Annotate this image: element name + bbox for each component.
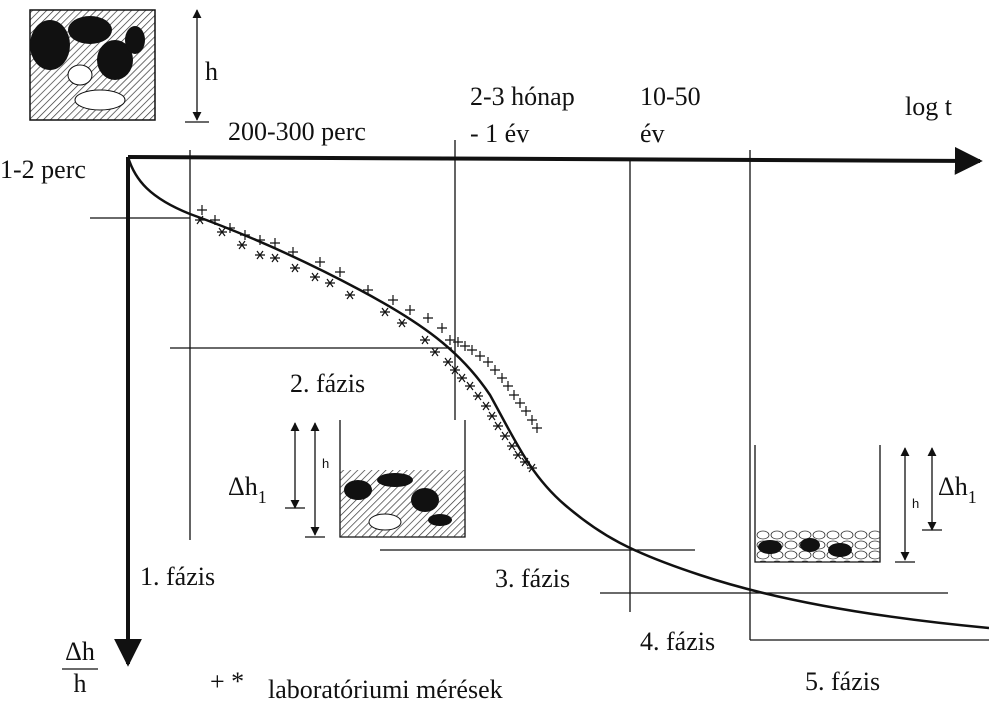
plus-marker xyxy=(509,390,519,400)
star-marker xyxy=(397,318,407,328)
plus-marker xyxy=(445,335,455,345)
plus-marker xyxy=(288,247,298,257)
plus-marker xyxy=(490,365,500,375)
time-label: 10-50 xyxy=(640,82,701,111)
plus-marker xyxy=(270,238,280,248)
star-marker xyxy=(481,401,491,411)
inset-left xyxy=(285,420,466,538)
inset-right xyxy=(754,445,942,563)
plus-marker xyxy=(240,230,250,240)
h-small-right: h xyxy=(912,496,919,511)
star-marker xyxy=(520,457,530,467)
h-label: h xyxy=(205,57,218,86)
plus-marker xyxy=(453,337,463,347)
y-denominator: h xyxy=(74,669,87,698)
plus-marker xyxy=(521,406,531,416)
legend-text: laboratóriumi mérések xyxy=(268,675,503,703)
subscript: 1 xyxy=(258,487,267,507)
plus-marker xyxy=(532,423,542,433)
h-small-left: h xyxy=(322,456,329,471)
lab-measurements xyxy=(195,205,542,473)
settlement-curve xyxy=(126,156,989,630)
sample-image xyxy=(29,9,156,121)
phase-label: 3. fázis xyxy=(495,564,570,593)
star-marker xyxy=(450,365,460,375)
star-marker xyxy=(507,441,517,451)
time-label: 1-2 perc xyxy=(0,155,86,184)
star-marker xyxy=(290,263,300,273)
phase-label: 2. fázis xyxy=(290,369,365,398)
star-marker xyxy=(457,373,467,383)
time-label: év xyxy=(640,119,665,148)
star-marker xyxy=(195,215,205,225)
delta-h1-right: Δh1 xyxy=(938,472,977,507)
star-marker xyxy=(310,272,320,282)
star-marker xyxy=(380,307,390,317)
star-marker xyxy=(217,227,227,237)
plus-marker xyxy=(423,313,433,323)
delta: Δh xyxy=(938,472,968,501)
legend-symbols: + * xyxy=(210,667,244,696)
plus-marker xyxy=(503,381,513,391)
plus-marker xyxy=(527,415,537,425)
plus-marker xyxy=(315,257,325,267)
plus-marker xyxy=(363,285,373,295)
star-marker xyxy=(420,335,430,345)
time-label: - 1 év xyxy=(470,119,529,148)
time-axis xyxy=(127,146,983,175)
plus-marker xyxy=(475,351,485,361)
delta: Δh xyxy=(228,472,258,501)
star-marker xyxy=(255,250,265,260)
subscript: 1 xyxy=(968,487,977,507)
star-marker xyxy=(527,463,537,473)
plus-marker xyxy=(255,235,265,245)
plus-marker xyxy=(483,357,493,367)
plus-marker xyxy=(467,345,477,355)
delta-h1-left: Δh1 xyxy=(228,472,267,507)
plus-marker xyxy=(405,305,415,315)
plus-marker xyxy=(335,267,345,277)
plus-marker xyxy=(388,295,398,305)
time-label: 200-300 perc xyxy=(228,117,366,146)
star-marker xyxy=(500,431,510,441)
plus-marker xyxy=(210,215,220,225)
star-marker xyxy=(443,357,453,367)
phase-label: 4. fázis xyxy=(640,627,715,656)
phase-label: 5. fázis xyxy=(805,667,880,696)
star-marker xyxy=(325,278,335,288)
star-marker xyxy=(270,253,280,263)
plus-marker xyxy=(497,373,507,383)
star-marker xyxy=(513,450,523,460)
plus-marker xyxy=(437,323,447,333)
star-marker xyxy=(473,391,483,401)
star-marker xyxy=(493,421,503,431)
plus-marker xyxy=(460,341,470,351)
time-label: 2-3 hónap xyxy=(470,82,575,111)
star-marker xyxy=(465,381,475,391)
star-marker xyxy=(430,347,440,357)
phase-label: 1. fázis xyxy=(140,562,215,591)
star-marker xyxy=(487,411,497,421)
axis-label: log t xyxy=(905,92,953,121)
plus-marker xyxy=(515,398,525,408)
star-marker xyxy=(345,290,355,300)
plus-marker xyxy=(197,205,207,215)
star-marker xyxy=(237,240,247,250)
y-numerator: Δh xyxy=(65,637,95,666)
plus-marker xyxy=(225,223,235,233)
guide-lines xyxy=(90,140,989,641)
